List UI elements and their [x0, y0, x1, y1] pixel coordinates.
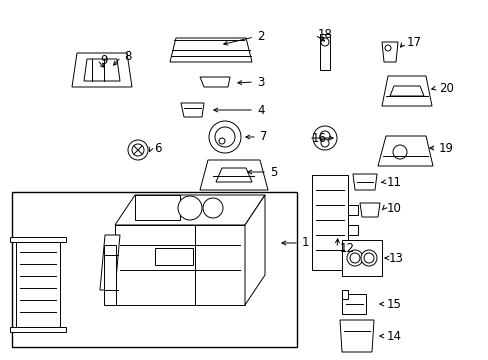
Polygon shape — [359, 203, 379, 217]
Polygon shape — [16, 242, 60, 327]
Polygon shape — [104, 245, 116, 305]
Polygon shape — [84, 59, 120, 81]
Polygon shape — [100, 235, 120, 290]
Polygon shape — [216, 168, 251, 182]
Text: 18: 18 — [317, 28, 332, 41]
Circle shape — [363, 253, 373, 263]
Circle shape — [312, 126, 336, 150]
Polygon shape — [115, 195, 264, 225]
Polygon shape — [244, 195, 264, 305]
Text: 14: 14 — [386, 329, 401, 342]
Text: 8: 8 — [124, 50, 131, 63]
Circle shape — [178, 196, 202, 220]
Text: 2: 2 — [257, 31, 264, 44]
Text: 12: 12 — [339, 242, 354, 255]
Text: 5: 5 — [269, 166, 277, 179]
Polygon shape — [200, 160, 267, 190]
Text: 9: 9 — [100, 54, 107, 67]
Circle shape — [203, 198, 223, 218]
Circle shape — [346, 250, 362, 266]
Polygon shape — [181, 103, 203, 117]
Text: 7: 7 — [260, 130, 267, 144]
Polygon shape — [347, 225, 357, 235]
Text: 16: 16 — [311, 131, 326, 144]
Circle shape — [128, 140, 148, 160]
Polygon shape — [339, 320, 373, 352]
Circle shape — [360, 250, 376, 266]
Text: 6: 6 — [154, 141, 161, 154]
Text: 10: 10 — [386, 202, 401, 215]
Polygon shape — [170, 38, 251, 62]
Text: 3: 3 — [257, 76, 264, 89]
Circle shape — [215, 127, 235, 147]
Polygon shape — [381, 76, 431, 106]
Polygon shape — [341, 290, 347, 299]
Polygon shape — [352, 174, 376, 190]
Polygon shape — [155, 248, 193, 265]
Circle shape — [349, 253, 359, 263]
Text: 13: 13 — [388, 252, 403, 265]
Polygon shape — [381, 42, 397, 62]
Polygon shape — [311, 175, 347, 270]
Circle shape — [320, 38, 328, 46]
Circle shape — [320, 139, 328, 147]
Text: 17: 17 — [406, 36, 421, 49]
Circle shape — [208, 121, 241, 153]
Polygon shape — [341, 294, 365, 314]
Text: 11: 11 — [386, 175, 401, 189]
Bar — [12, 192, 296, 347]
Polygon shape — [10, 237, 66, 242]
Text: 1: 1 — [302, 237, 309, 249]
Text: 15: 15 — [386, 297, 401, 310]
Polygon shape — [135, 195, 180, 220]
Circle shape — [384, 45, 390, 51]
Polygon shape — [115, 225, 244, 305]
Polygon shape — [319, 34, 329, 70]
Circle shape — [219, 138, 224, 144]
Circle shape — [392, 145, 406, 159]
Polygon shape — [10, 327, 66, 332]
Polygon shape — [347, 205, 357, 215]
Circle shape — [319, 131, 329, 141]
Polygon shape — [200, 77, 229, 87]
Polygon shape — [377, 136, 432, 166]
Text: 19: 19 — [438, 141, 453, 154]
Circle shape — [132, 144, 143, 156]
Polygon shape — [72, 53, 132, 87]
Polygon shape — [341, 240, 381, 276]
Text: 20: 20 — [438, 81, 453, 94]
Text: 4: 4 — [257, 104, 264, 117]
Polygon shape — [389, 86, 423, 96]
